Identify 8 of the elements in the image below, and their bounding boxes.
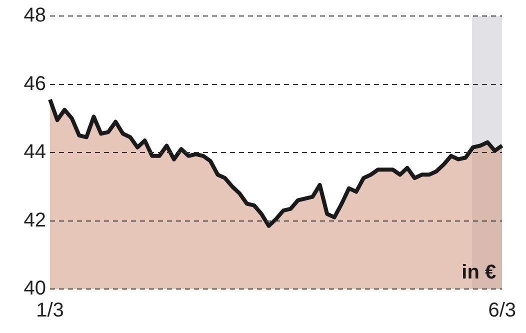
annotation: in € <box>462 262 496 284</box>
y-tick-label: 44 <box>24 141 46 164</box>
y-tick-label: 42 <box>24 209 46 232</box>
y-tick-label: 48 <box>24 4 46 27</box>
y-tick-label: 46 <box>24 72 46 95</box>
x-tick-label: 1/3 <box>36 300 64 322</box>
x-tick-label: 6/3 <box>488 300 516 322</box>
y-tick-label: 40 <box>24 278 46 300</box>
